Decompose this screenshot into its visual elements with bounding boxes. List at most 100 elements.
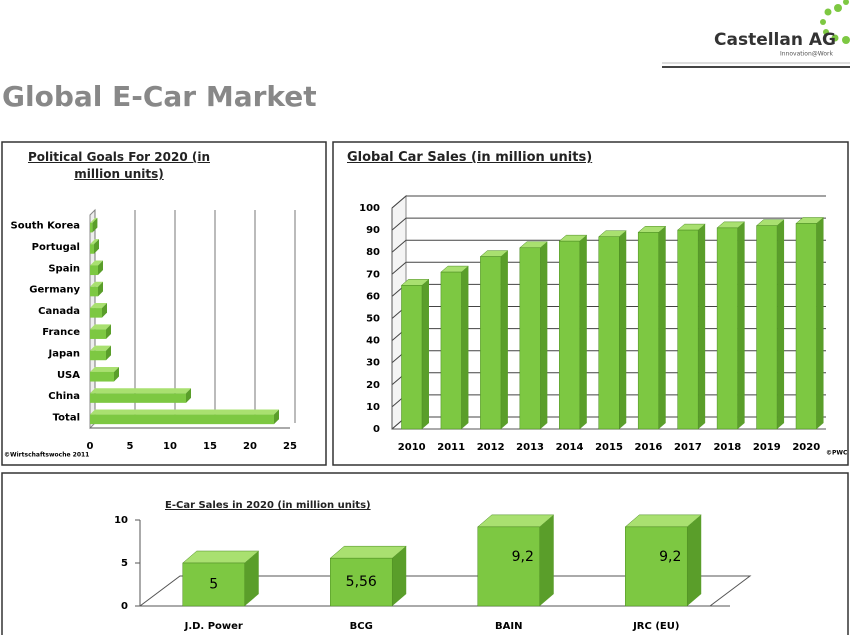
- x-tick-label: 2020: [792, 442, 820, 453]
- y-tick-label: Total: [53, 412, 80, 423]
- chart-title: Political Goals For 2020 (in million uni…: [27, 150, 210, 181]
- bar: [440, 271, 462, 430]
- y-tick-label: Spain: [48, 263, 80, 274]
- x-tick-label: 2014: [556, 442, 584, 453]
- x-tick-label: JRC (EU): [632, 621, 679, 632]
- y-tick-label: 0: [121, 601, 128, 612]
- bar-top: [90, 324, 111, 330]
- bar: [90, 393, 186, 403]
- bar: [90, 329, 106, 339]
- y-tick-label: Japan: [48, 348, 81, 359]
- source-note: ©PWC: [826, 450, 848, 457]
- grid-line: [391, 217, 826, 231]
- bar: [90, 265, 98, 276]
- x-tick-label: 2012: [477, 442, 505, 453]
- bar-side: [98, 260, 103, 276]
- bar-top: [90, 345, 111, 351]
- y-tick-label: 0: [373, 424, 380, 435]
- y-tick-label: 100: [359, 203, 380, 214]
- y-tick-label: 5: [121, 558, 128, 569]
- x-tick-label: 15: [203, 441, 217, 452]
- x-tick-label: 2017: [674, 442, 702, 453]
- bar-side: [106, 324, 111, 339]
- bar-side: [698, 224, 706, 429]
- bar-side: [274, 409, 279, 425]
- x-tick-label: BAIN: [495, 621, 522, 632]
- y-tick-label: 40: [366, 336, 380, 347]
- x-tick-label: BCG: [350, 621, 373, 632]
- bar: [716, 227, 738, 430]
- slide-title: Global E-Car Market: [2, 80, 317, 113]
- x-tick-label: 0: [87, 441, 94, 452]
- bar: [677, 229, 699, 430]
- y-tick-label: 80: [366, 247, 380, 258]
- bar-side: [244, 551, 259, 606]
- bar-top: [90, 366, 119, 372]
- bar: [90, 222, 93, 233]
- y-tick-label: France: [42, 327, 80, 338]
- x-tick-label: 2011: [437, 442, 465, 453]
- x-tick-label: 10: [163, 441, 177, 452]
- bar-side: [92, 217, 98, 233]
- bar: [401, 285, 423, 430]
- bar-side: [777, 219, 785, 429]
- y-tick-label: 10: [114, 515, 128, 526]
- y-tick-label: 60: [366, 291, 380, 302]
- bar: [90, 244, 94, 254]
- bar-side: [540, 241, 548, 429]
- bar: [519, 247, 541, 430]
- value-label: 5,56: [346, 574, 377, 590]
- bar-top: [90, 239, 99, 245]
- company-tagline: Innovation@Work: [780, 51, 833, 58]
- bar-side: [392, 546, 407, 606]
- panel: [1, 472, 849, 635]
- x-tick-label: 5: [127, 441, 134, 452]
- y-tick-label: Canada: [38, 306, 80, 317]
- x-tick-label: J.D. Power: [184, 621, 243, 632]
- bar-side: [461, 266, 469, 429]
- bar: [90, 414, 274, 425]
- bar-top: [90, 303, 107, 309]
- bar-top: [90, 388, 191, 394]
- bar: [480, 256, 502, 430]
- bar: [756, 225, 778, 430]
- bar-side: [816, 217, 824, 429]
- bar-side: [102, 303, 107, 318]
- bar: [90, 286, 98, 297]
- value-label: 9,2: [512, 549, 534, 565]
- bar-side: [98, 281, 103, 297]
- y-tick-label: 90: [366, 225, 380, 236]
- bar-side: [658, 226, 666, 429]
- bar: [559, 240, 581, 430]
- bar-top: [90, 260, 103, 266]
- bar-side: [114, 366, 119, 382]
- bar-side: [579, 235, 587, 429]
- bar: [330, 557, 393, 607]
- bar-side: [421, 279, 429, 429]
- x-tick-label: 2010: [398, 442, 426, 453]
- x-tick-label: 2016: [635, 442, 663, 453]
- y-tick-label: 20: [366, 380, 380, 391]
- y-tick-label: China: [48, 391, 80, 402]
- bar-side: [186, 388, 191, 403]
- value-label: 9,2: [659, 549, 681, 565]
- bar-top: [90, 409, 279, 415]
- bar: [625, 526, 688, 607]
- bar-side: [737, 221, 745, 429]
- bar-side: [94, 239, 99, 254]
- x-tick-label: 25: [283, 441, 297, 452]
- bar: [598, 236, 620, 430]
- bar: [795, 223, 817, 430]
- x-tick-label: 20: [243, 441, 257, 452]
- x-tick-label: 2013: [516, 442, 544, 453]
- bar-side: [106, 345, 111, 361]
- x-tick-label: 2019: [753, 442, 781, 453]
- y-tick-label: 70: [366, 269, 380, 280]
- grid-line: [391, 195, 826, 209]
- y-tick-label: 50: [366, 314, 380, 325]
- bar: [90, 350, 106, 361]
- company-name: Castellan AG: [714, 30, 836, 50]
- bar-side: [619, 230, 627, 429]
